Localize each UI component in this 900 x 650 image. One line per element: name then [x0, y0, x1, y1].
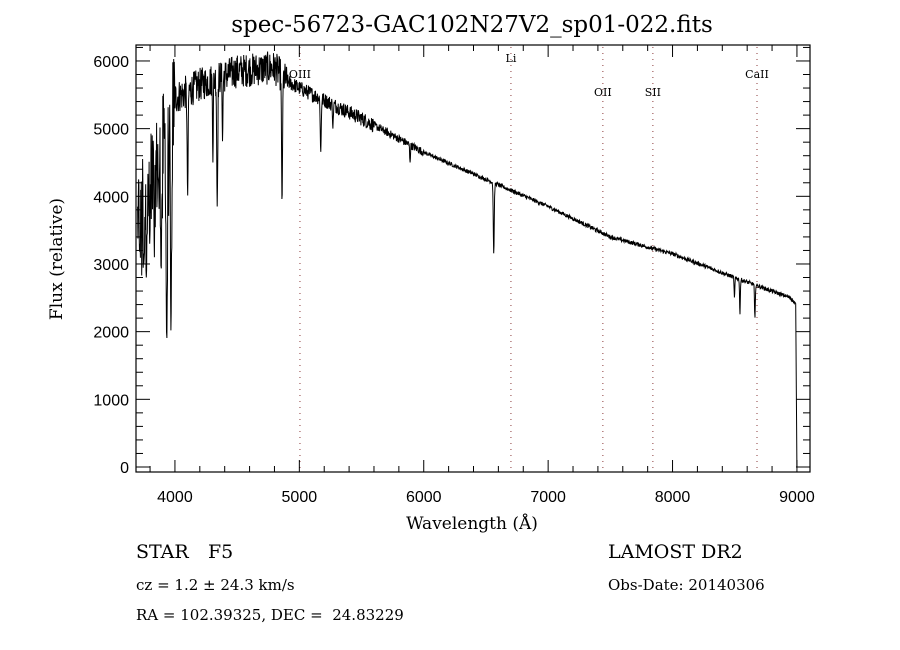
plot-frame [135, 44, 811, 473]
line-marker-label: OIII [289, 68, 311, 81]
line-marker-label: OII [594, 86, 612, 99]
y-tick-label: 2000 [93, 325, 129, 342]
line-markers: OIII Li OII SII CaII [289, 47, 769, 472]
x-tick-label: 8000 [655, 489, 691, 506]
y-tick-label: 5000 [93, 122, 129, 139]
y-tick-label: 6000 [93, 54, 129, 71]
axis-ticks: 4000 5000 6000 7000 8000 9000 0 1000 2000 3000 400… [93, 45, 815, 506]
x-tick-label: 7000 [530, 489, 566, 506]
object-class: STAR [136, 541, 189, 563]
y-axis-label: Flux (relative) [47, 198, 67, 320]
survey-label: LAMOST DR2 [608, 541, 743, 563]
x-tick-label: 4000 [157, 489, 193, 506]
obs-date: Obs-Date: 20140306 [608, 576, 765, 594]
x-axis-label: Wavelength (Å) [406, 513, 538, 534]
line-marker-label: SII [645, 86, 661, 99]
subclass: F5 [208, 541, 233, 563]
line-marker-label: CaII [745, 68, 769, 81]
x-tick-label: 6000 [406, 489, 442, 506]
x-tick-label: 9000 [779, 489, 815, 506]
y-tick-label: 0 [120, 460, 129, 477]
chart-title: spec-56723-GAC102N27V2_sp01-022.fits [231, 12, 713, 38]
line-marker-label: Li [506, 52, 517, 65]
coordinates: RA = 102.39325, DEC = 24.83229 [136, 606, 404, 624]
y-tick-label: 4000 [93, 189, 129, 206]
redshift-text: cz = 1.2 ± 24.3 km/s [136, 576, 295, 594]
y-tick-label: 1000 [93, 392, 129, 409]
y-tick-label: 3000 [93, 257, 129, 274]
x-tick-label: 5000 [282, 489, 318, 506]
spectrum-line [137, 51, 798, 468]
